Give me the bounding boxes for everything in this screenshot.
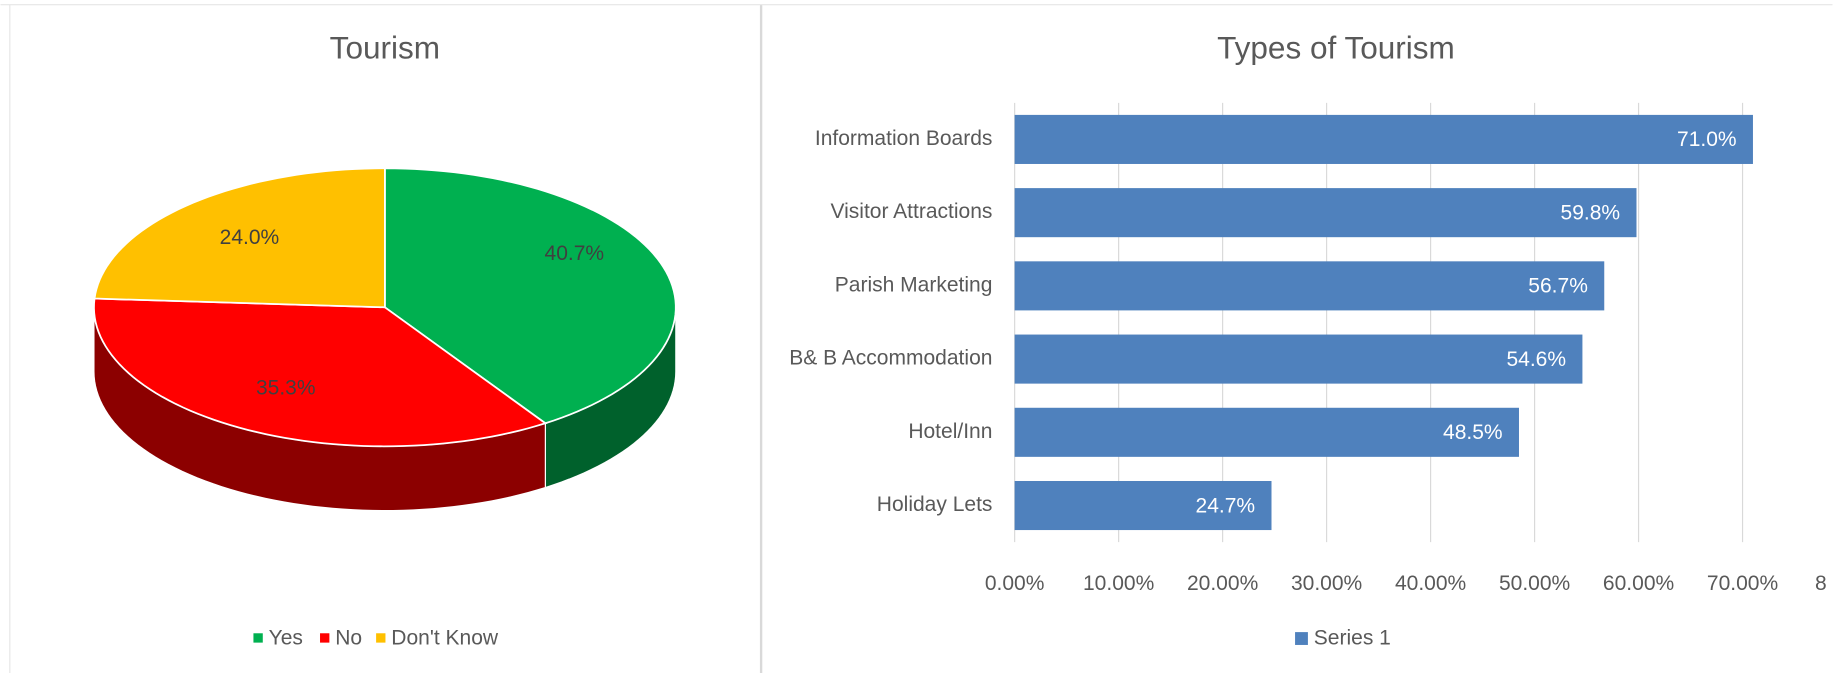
bar	[1014, 188, 1637, 238]
data-label: 35.3%	[256, 377, 316, 400]
x-tick-label: 50.00%	[1499, 572, 1570, 595]
legend-swatch	[253, 633, 263, 643]
y-tick-label: B& B Accommodation	[789, 347, 992, 370]
pie-slice	[93, 297, 548, 448]
bar	[1014, 114, 1753, 164]
legend-swatch	[376, 633, 386, 643]
y-tick-label: Visitor Attractions	[830, 200, 992, 223]
legend-label: Don't Know	[391, 627, 499, 650]
x-tick-label: 0.00%	[985, 572, 1045, 595]
data-label: 59.8%	[1561, 201, 1621, 224]
data-label: 24.0%	[220, 226, 280, 249]
y-tick-label: Parish Marketing	[835, 273, 993, 296]
legend-swatch	[1295, 632, 1308, 645]
x-tick-label: 20.00%	[1187, 572, 1258, 595]
x-tick-label: 70.00%	[1707, 572, 1778, 595]
legend-label: Yes	[269, 627, 303, 650]
bar	[1014, 334, 1583, 384]
data-label: 56.7%	[1528, 275, 1588, 298]
y-tick-label: Information Boards	[815, 127, 993, 150]
data-label: 54.6%	[1506, 348, 1566, 371]
y-tick-label: Holiday Lets	[877, 493, 993, 516]
bar	[1014, 480, 1272, 531]
y-tick-label: Hotel/Inn	[908, 420, 992, 443]
legend-swatch	[320, 633, 330, 643]
x-tick-label: 8	[1815, 572, 1827, 595]
legend-label: Series 1	[1314, 627, 1391, 650]
bar	[1014, 407, 1519, 457]
chart-title: Tourism	[330, 30, 440, 66]
x-tick-label: 30.00%	[1291, 572, 1362, 595]
data-label: 71.0%	[1677, 128, 1737, 151]
chart-title: Types of Tourism	[1217, 30, 1455, 66]
x-tick-label: 60.00%	[1603, 572, 1674, 595]
bar	[1014, 261, 1605, 311]
data-label: 48.5%	[1443, 421, 1503, 444]
x-tick-label: 40.00%	[1395, 572, 1466, 595]
legend-label: No	[335, 627, 362, 650]
x-tick-label: 10.00%	[1083, 572, 1154, 595]
pie-slice	[93, 167, 386, 309]
data-label: 24.7%	[1196, 494, 1256, 517]
data-label: 40.7%	[545, 242, 605, 265]
